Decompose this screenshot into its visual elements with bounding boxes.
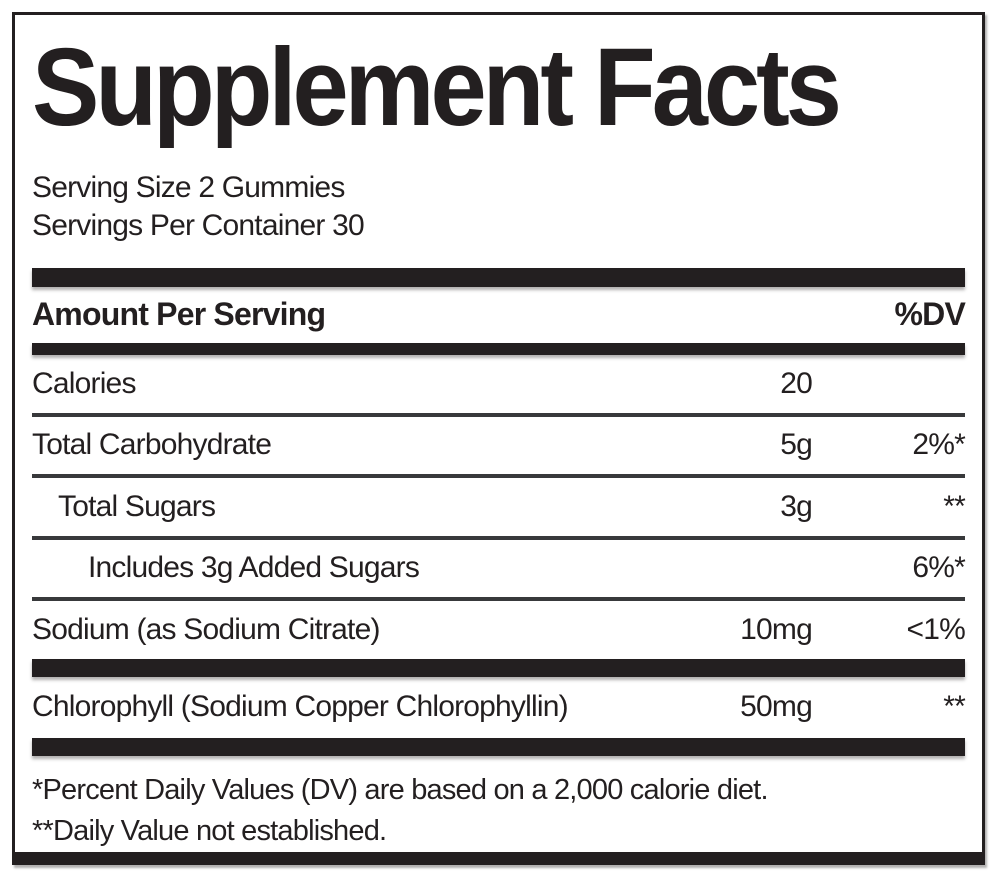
nutrient-name: Sodium (as Sodium Citrate) <box>32 612 380 646</box>
table-row-total-carbohydrate: Total Carbohydrate 5g 2%* <box>32 417 966 479</box>
divider-bar-header <box>32 343 965 355</box>
nutrient-dv: <1% <box>906 612 966 646</box>
nutrient-dv: ** <box>943 690 966 724</box>
table-row-added-sugars: Includes 3g Added Sugars 6%* <box>32 540 966 602</box>
table-row-sodium: Sodium (as Sodium Citrate) 10mg <1% <box>32 601 966 659</box>
nutrient-name: Includes 3g Added Sugars <box>88 551 420 585</box>
nutrient-dv: 2%* <box>912 428 965 462</box>
table-row-chlorophyll: Chlorophyll (Sodium Copper Chlorophyllin… <box>32 677 966 738</box>
nutrient-name: Calories <box>32 366 136 400</box>
serving-info: Serving Size 2 Gummies Servings Per Cont… <box>32 169 965 245</box>
nutrient-dv: ** <box>943 489 966 523</box>
percent-dv-header: %DV <box>894 296 965 332</box>
table-row-total-sugars: Total Sugars 3g ** <box>32 478 966 540</box>
nutrient-name: Total Sugars <box>58 489 216 523</box>
divider-bar-chlorophyll <box>32 738 965 757</box>
page-title: Supplement Facts <box>32 26 842 149</box>
nutrient-amount: 5g <box>780 428 813 462</box>
divider-bar-top <box>32 268 965 287</box>
nutrient-name: Total Carbohydrate <box>32 428 272 462</box>
footnote-not-established: **Daily Value not established. <box>32 815 387 848</box>
amount-per-serving-header: Amount Per Serving <box>32 296 326 332</box>
table-header-row: Amount Per Serving %DV <box>32 287 966 343</box>
nutrient-amount: 10mg <box>740 612 813 646</box>
nutrient-dv: 6%* <box>912 551 965 585</box>
divider-bar-sodium <box>32 658 965 677</box>
servings-per-container-text: Servings Per Container 30 <box>32 209 365 242</box>
footnotes: *Percent Daily Values (DV) are based on … <box>32 756 965 852</box>
nutrient-amount: 50mg <box>740 690 813 724</box>
table-row-calories: Calories 20 <box>32 355 965 417</box>
serving-size-text: Serving Size 2 Gummies <box>32 171 345 204</box>
supplement-facts-panel: Supplement Facts Serving Size 2 Gummies … <box>12 12 985 865</box>
footnote-daily-values: *Percent Daily Values (DV) are based on … <box>32 774 769 807</box>
nutrient-amount: 3g <box>780 489 813 523</box>
nutrient-amount: 20 <box>780 366 813 400</box>
nutrient-name: Chlorophyll (Sodium Copper Chlorophyllin… <box>32 690 569 724</box>
